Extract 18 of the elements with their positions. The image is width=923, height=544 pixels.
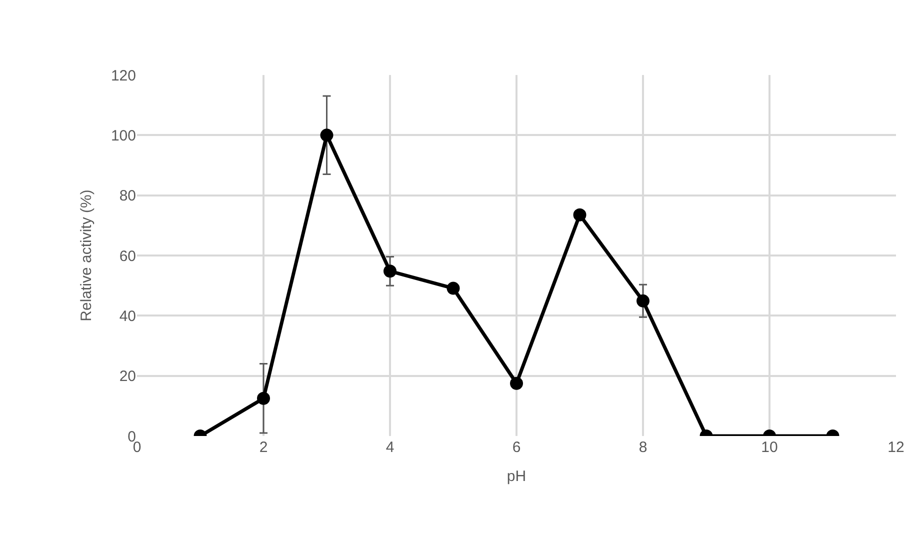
x-axis-title: pH xyxy=(506,468,526,485)
point xyxy=(636,294,650,308)
x-tick-label: 6 xyxy=(512,439,521,456)
y-tick-label: 120 xyxy=(110,67,136,84)
y-axis-title: Relative activity (%) xyxy=(78,190,96,322)
y-tick-label: 100 xyxy=(110,127,136,144)
point xyxy=(384,264,396,278)
y-tick-label: 80 xyxy=(119,188,136,205)
x-tick-label: 12 xyxy=(888,439,904,456)
point xyxy=(573,208,586,222)
y-tick-label: 20 xyxy=(119,368,136,386)
x-tick-label: 10 xyxy=(761,439,778,456)
point xyxy=(446,282,460,295)
y-tick-label: 60 xyxy=(119,248,136,265)
x-tick-label: 4 xyxy=(386,439,394,456)
x-tick-label: 8 xyxy=(638,439,648,456)
y-tick-label: 40 xyxy=(119,308,136,325)
x-tick-label: 2 xyxy=(259,439,268,456)
